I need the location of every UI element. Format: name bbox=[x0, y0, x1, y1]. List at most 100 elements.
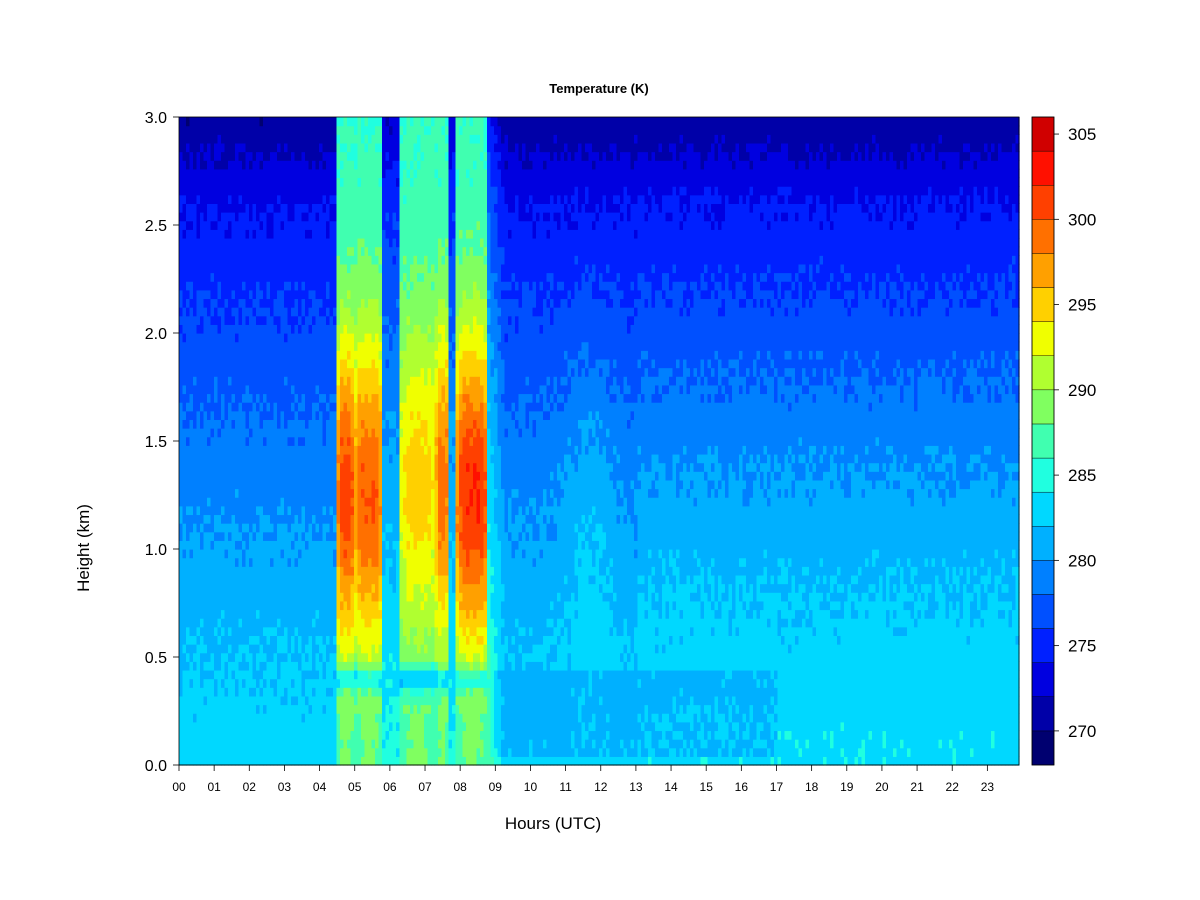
heatmap-cell bbox=[217, 497, 222, 507]
heatmap-cell bbox=[378, 549, 383, 559]
heatmap-cell bbox=[399, 384, 404, 395]
heatmap-cell bbox=[221, 384, 226, 395]
heatmap-cell bbox=[242, 445, 247, 455]
heatmap-cell bbox=[336, 566, 341, 576]
heatmap-cell bbox=[329, 523, 334, 533]
heatmap-cell bbox=[403, 635, 408, 645]
heatmap-cell bbox=[399, 203, 404, 213]
heatmap-cell bbox=[207, 341, 212, 351]
heatmap-cell bbox=[207, 142, 212, 153]
heatmap-cell bbox=[378, 229, 383, 239]
heatmap-cell bbox=[270, 583, 275, 593]
heatmap-cell bbox=[340, 523, 345, 533]
heatmap-cell bbox=[287, 713, 292, 723]
heatmap-cell bbox=[308, 661, 313, 671]
heatmap-cell bbox=[305, 194, 310, 204]
heatmap-cell bbox=[315, 212, 320, 222]
heatmap-cell bbox=[361, 281, 366, 291]
heatmap-cell bbox=[294, 695, 299, 706]
heatmap-cell bbox=[312, 151, 317, 161]
heatmap-cell bbox=[196, 419, 201, 429]
heatmap-cell bbox=[364, 695, 369, 706]
heatmap-cell bbox=[207, 592, 212, 602]
heatmap-cell bbox=[368, 687, 373, 697]
heatmap-cell bbox=[231, 453, 236, 464]
heatmap-cell bbox=[291, 203, 296, 213]
heatmap-cell bbox=[207, 669, 212, 680]
heatmap-cell bbox=[361, 566, 366, 576]
heatmap-cell bbox=[322, 168, 327, 179]
heatmap-cell bbox=[315, 756, 320, 766]
heatmap-cell bbox=[368, 678, 373, 688]
heatmap-cell bbox=[273, 255, 278, 265]
heatmap-cell bbox=[298, 281, 303, 291]
heatmap-cell bbox=[340, 419, 345, 429]
heatmap-cell bbox=[322, 367, 327, 377]
heatmap-cell bbox=[231, 592, 236, 602]
heatmap-cell bbox=[245, 436, 250, 446]
heatmap-cell bbox=[249, 609, 254, 619]
heatmap-cell bbox=[336, 739, 341, 749]
heatmap-cell bbox=[368, 574, 373, 585]
heatmap-cell bbox=[287, 540, 292, 550]
heatmap-cell bbox=[238, 350, 243, 360]
heatmap-cell bbox=[291, 151, 296, 161]
heatmap-cell bbox=[196, 367, 201, 377]
heatmap-cell bbox=[396, 626, 401, 636]
heatmap-cell bbox=[189, 125, 194, 135]
heatmap-cell bbox=[214, 471, 219, 481]
heatmap-cell bbox=[217, 721, 222, 732]
heatmap-cell bbox=[385, 635, 390, 645]
heatmap-cell bbox=[326, 471, 331, 481]
heatmap-cell bbox=[228, 229, 233, 239]
heatmap-cell bbox=[378, 134, 383, 144]
heatmap-cell bbox=[263, 661, 268, 671]
heatmap-cell bbox=[224, 583, 229, 593]
heatmap-cell bbox=[238, 583, 243, 593]
heatmap-cell bbox=[385, 186, 390, 196]
heatmap-cell bbox=[203, 479, 208, 490]
heatmap-cell bbox=[245, 419, 250, 429]
heatmap-cell bbox=[308, 246, 313, 256]
heatmap-cell bbox=[186, 428, 191, 438]
heatmap-cell bbox=[182, 574, 187, 585]
heatmap-cell bbox=[315, 117, 320, 127]
heatmap-cell bbox=[280, 125, 285, 135]
heatmap-cell bbox=[326, 635, 331, 645]
heatmap-cell bbox=[266, 574, 271, 585]
heatmap-cell bbox=[392, 237, 397, 248]
heatmap-cell bbox=[305, 695, 310, 706]
heatmap-cell bbox=[301, 462, 306, 472]
heatmap-cell bbox=[322, 600, 327, 611]
heatmap-cell bbox=[298, 419, 303, 429]
heatmap-cell bbox=[364, 151, 369, 161]
heatmap-cell bbox=[238, 117, 243, 127]
heatmap-cell bbox=[193, 384, 198, 395]
heatmap-cell bbox=[200, 134, 205, 144]
heatmap-cell bbox=[329, 212, 334, 222]
heatmap-cell bbox=[312, 410, 317, 420]
heatmap-cell bbox=[333, 523, 338, 533]
heatmap-cell bbox=[277, 626, 282, 636]
heatmap-cell bbox=[266, 695, 271, 706]
heatmap-cell bbox=[340, 151, 345, 161]
heatmap-cell bbox=[336, 298, 341, 308]
heatmap-cell bbox=[189, 445, 194, 455]
heatmap-cell bbox=[270, 177, 275, 187]
heatmap-cell bbox=[200, 298, 205, 308]
heatmap-cell bbox=[231, 747, 236, 757]
heatmap-cell bbox=[179, 453, 184, 464]
heatmap-cell bbox=[389, 704, 394, 714]
heatmap-cell bbox=[259, 376, 264, 386]
heatmap-cell bbox=[238, 514, 243, 524]
heatmap-cell bbox=[280, 566, 285, 576]
heatmap-cell bbox=[245, 756, 250, 766]
heatmap-cell bbox=[357, 549, 362, 559]
heatmap-cell bbox=[392, 730, 397, 740]
heatmap-cell bbox=[210, 160, 215, 170]
heatmap-cell bbox=[347, 186, 352, 196]
heatmap-cell bbox=[354, 168, 359, 179]
heatmap-cell bbox=[186, 540, 191, 550]
heatmap-cell bbox=[298, 566, 303, 576]
heatmap-cell bbox=[371, 376, 376, 386]
